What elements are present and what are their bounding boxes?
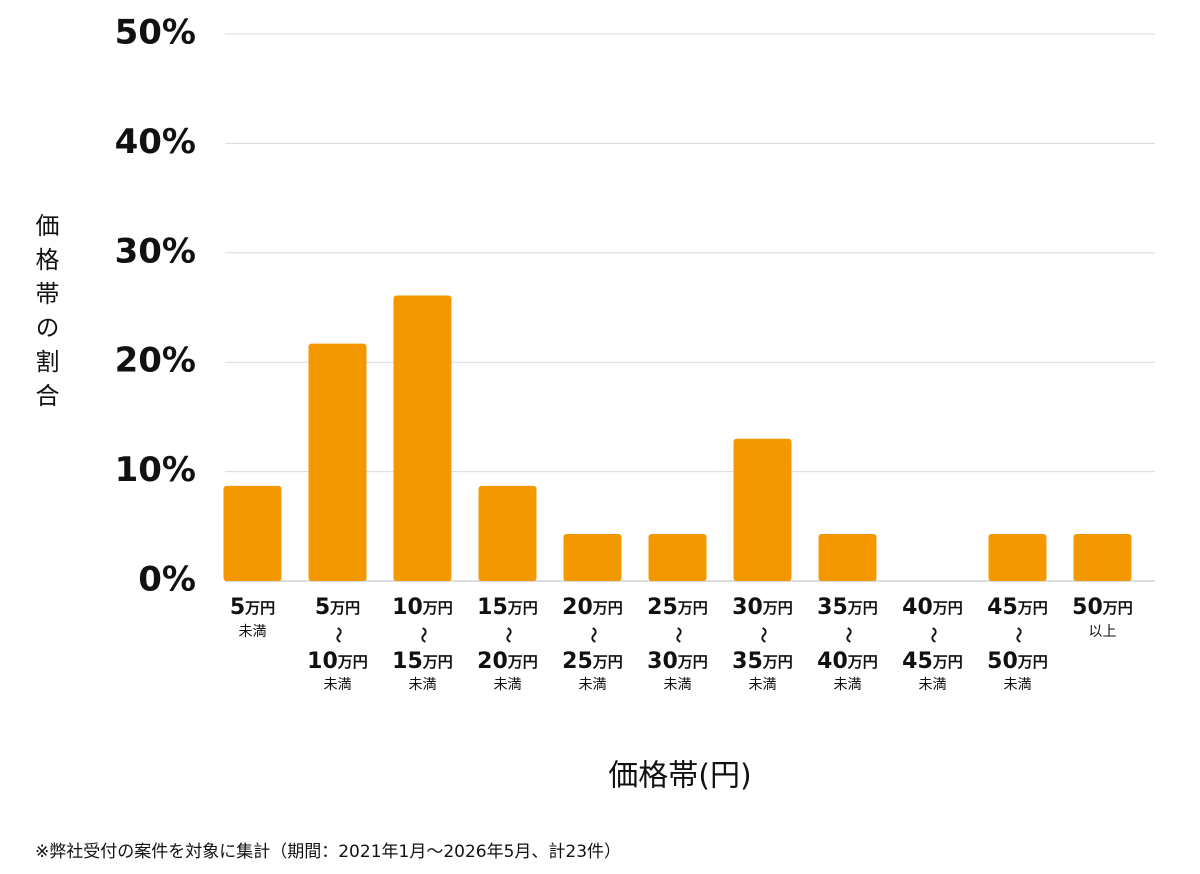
bar — [478, 485, 537, 581]
x-tick-label: 20万円 — [562, 595, 623, 620]
x-tick-label: 25万円 — [647, 595, 708, 620]
y-axis-title: 価格帯の割合 — [31, 213, 59, 417]
x-axis-title: 価格帯(円) — [608, 759, 751, 794]
y-tick-label: 20% — [115, 341, 196, 381]
x-tick-label: 30万円 — [647, 649, 708, 674]
x-tick-label: 〜 — [584, 627, 603, 643]
bar — [818, 533, 877, 581]
x-tick-label: 50万円 — [987, 649, 1048, 674]
x-tick-label: 5万円 — [230, 595, 275, 620]
x-tick-label: 15万円 — [392, 649, 453, 674]
bar — [733, 438, 792, 581]
x-tick-label: 未満 — [834, 677, 862, 693]
x-tick-label: 未満 — [664, 677, 692, 693]
x-tick-label: 15万円 — [477, 595, 538, 620]
x-tick-label: 〜 — [1009, 627, 1028, 643]
x-tick-label: 未満 — [1004, 677, 1032, 693]
x-tick-label: 未満 — [409, 677, 437, 693]
x-tick-label: 40万円 — [902, 595, 963, 620]
bar — [223, 485, 282, 581]
x-tick-label: 未満 — [494, 677, 522, 693]
y-tick-label: 40% — [115, 122, 196, 162]
x-tick-label: 〜 — [414, 627, 433, 643]
x-tick-label: 40万円 — [817, 649, 878, 674]
x-tick-label: 未満 — [239, 624, 267, 640]
x-tick-label: 25万円 — [562, 649, 623, 674]
x-tick-label: 未満 — [749, 677, 777, 693]
x-tick-label: 〜 — [754, 627, 773, 643]
y-tick-label: 10% — [115, 450, 196, 490]
x-tick-label: 35万円 — [817, 595, 878, 620]
bar — [393, 295, 452, 581]
x-tick-label: 〜 — [329, 627, 348, 643]
y-tick-label: 50% — [115, 13, 196, 53]
x-tick-label: 以上 — [1089, 624, 1117, 640]
x-tick-label: 未満 — [919, 677, 947, 693]
bar — [563, 533, 622, 581]
x-tick-label: 〜 — [924, 627, 943, 643]
x-tick-label: 10万円 — [307, 649, 368, 674]
y-tick-label: 0% — [138, 560, 196, 600]
x-tick-label: 未満 — [579, 677, 607, 693]
x-tick-label: 未満 — [324, 677, 352, 693]
bar — [308, 343, 367, 581]
x-tick-label: 〜 — [499, 627, 518, 643]
x-tick-label: 45万円 — [987, 595, 1048, 620]
x-tick-label: 35万円 — [732, 649, 793, 674]
bar — [648, 533, 707, 581]
x-tick-label: 30万円 — [732, 595, 793, 620]
x-tick-label: 10万円 — [392, 595, 453, 620]
x-tick-label: 45万円 — [902, 649, 963, 674]
bar — [988, 533, 1047, 581]
x-tick-label: 5万円 — [315, 595, 360, 620]
x-tick-label: 50万円 — [1072, 595, 1133, 620]
y-tick-label: 30% — [115, 231, 196, 271]
footnote: ※弊社受付の案件を対象に集計（期間：2021年1月〜2026年5月、計23件） — [35, 842, 621, 862]
x-tick-label: 20万円 — [477, 649, 538, 674]
bar — [1073, 533, 1132, 581]
x-tick-label: 〜 — [669, 627, 688, 643]
x-tick-label: 〜 — [839, 627, 858, 643]
